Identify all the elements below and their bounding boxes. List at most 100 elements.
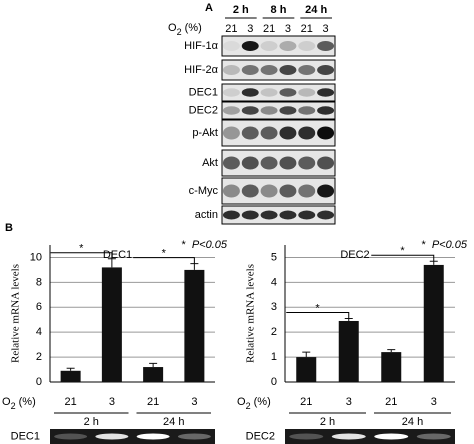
o2-level: 21	[225, 23, 237, 35]
significance-label: *	[162, 248, 167, 260]
protein-label: Akt	[202, 157, 218, 169]
y-axis-title: Relative mRNA levels	[245, 264, 257, 363]
o2-label-part: (%)	[16, 396, 36, 408]
gel-band	[374, 433, 409, 440]
blot-band	[241, 65, 259, 75]
blot-band	[317, 184, 335, 198]
blot-band	[241, 156, 259, 170]
o2-level: 3	[285, 23, 291, 35]
x-tick-label: 21	[65, 396, 77, 408]
x-tick-label: 3	[346, 396, 352, 408]
o2-label-part: O	[168, 22, 177, 34]
o2-level: 3	[247, 23, 253, 35]
significance-bracket	[50, 252, 113, 259]
x-tick-label: 21	[300, 396, 312, 408]
time-label: 24 h	[305, 4, 327, 16]
bar	[60, 370, 81, 382]
gel-band	[177, 433, 211, 440]
blot-band	[298, 184, 316, 198]
y-tick-label: 0	[271, 376, 277, 388]
chart-title: DEC1	[103, 249, 132, 261]
blot-band	[298, 126, 316, 140]
blot-band	[260, 184, 278, 198]
y-tick-label: 10	[30, 251, 42, 263]
blot-band	[241, 126, 259, 140]
bar	[338, 320, 359, 382]
y-tick-label: 2	[36, 351, 42, 363]
blot-frame	[221, 119, 336, 147]
gel-label: DEC1	[11, 430, 40, 442]
group-label: 2 h	[84, 416, 99, 428]
x-tick-label: 21	[147, 396, 159, 408]
bar	[423, 264, 444, 382]
note-star: *	[182, 239, 187, 251]
o2-label: O2 (%)	[2, 396, 36, 411]
gel	[50, 429, 215, 444]
bar	[381, 352, 402, 382]
blot-band	[241, 88, 259, 97]
blot-band	[222, 184, 240, 198]
time-label: 2 h	[233, 4, 249, 16]
protein-label: DEC2	[189, 104, 218, 116]
note-text: P<0.05	[432, 239, 468, 251]
blot-band	[279, 126, 297, 140]
significance-bracket	[133, 257, 195, 264]
protein-label: DEC1	[189, 86, 218, 98]
note: * P<0.05	[182, 239, 228, 251]
note-text: P<0.05	[192, 239, 228, 251]
error-bar	[387, 349, 396, 353]
blot-band	[279, 106, 297, 115]
significance-label: *	[400, 245, 405, 257]
gel	[285, 429, 455, 444]
blot-band	[298, 65, 316, 75]
y-tick-label: 5	[271, 251, 277, 263]
y-tick-label: 4	[36, 326, 42, 338]
o2-label-part: 2	[177, 27, 182, 37]
error-bar	[190, 263, 199, 270]
protein-label: actin	[195, 209, 218, 221]
group-label: 24 h	[402, 416, 423, 428]
protein-label: HIF-1α	[184, 40, 219, 52]
blot-band	[260, 65, 278, 75]
o2-label-part: O	[237, 396, 246, 408]
o2-label: O2 (%)	[168, 22, 202, 37]
blot-band	[241, 184, 259, 198]
error-bar	[429, 260, 438, 265]
blot-band	[298, 210, 316, 220]
blot-band	[317, 41, 335, 51]
y-tick-label: 3	[271, 301, 277, 313]
chart-title: DEC2	[340, 249, 369, 261]
x-tick-label: 3	[191, 396, 197, 408]
gel-band	[416, 433, 451, 440]
o2-level: 3	[323, 23, 329, 35]
blot-band	[260, 210, 278, 220]
y-tick-label: 2	[271, 326, 277, 338]
significance-label: *	[79, 243, 84, 255]
blot-band	[298, 88, 316, 97]
blot-band	[317, 156, 335, 170]
o2-label-part: (%)	[182, 22, 202, 34]
o2-level: 21	[301, 23, 313, 35]
significance-bracket	[371, 254, 435, 262]
blot-band	[241, 41, 259, 51]
blot-band	[260, 41, 278, 51]
blot-band	[279, 41, 297, 51]
blot-band	[279, 65, 297, 75]
y-tick-label: 1	[271, 351, 277, 363]
blot-band	[298, 156, 316, 170]
error-bar	[344, 317, 353, 321]
o2-label-part: 2	[11, 401, 16, 411]
blot-band	[279, 210, 297, 220]
bar	[296, 357, 317, 382]
o2-label-part: (%)	[251, 396, 271, 408]
gel-band	[136, 433, 170, 440]
blot-band	[298, 106, 316, 115]
blot-band	[222, 106, 240, 115]
blot-band	[241, 106, 259, 115]
y-tick-label: 4	[271, 276, 277, 288]
blot-band	[279, 88, 297, 97]
blot-band	[222, 126, 240, 140]
o2-label-part: 2	[246, 401, 251, 411]
significance-label: *	[315, 302, 320, 314]
gel-label: DEC2	[246, 430, 275, 442]
